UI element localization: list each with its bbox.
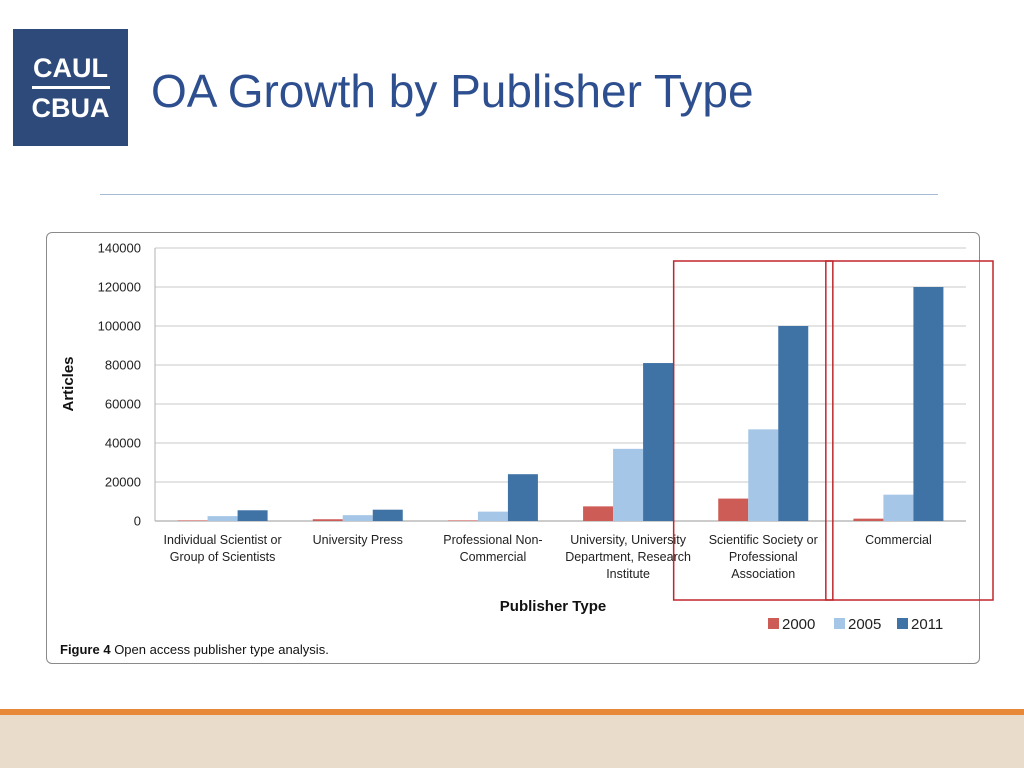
bar-2000 (583, 506, 614, 521)
y-tick-label: 140000 (98, 241, 141, 256)
x-category-label: Professional Non-Commercial (443, 533, 542, 564)
figure-caption: Figure 4 Open access publisher type anal… (60, 642, 329, 657)
y-tick-label: 100000 (98, 319, 141, 334)
y-axis-title: Articles (60, 356, 77, 411)
logo-line-2: CBUA (31, 92, 110, 123)
bar-2005 (207, 516, 238, 521)
caul-cbua-logo: CAUL CBUA (13, 29, 128, 146)
bar-2000 (718, 498, 749, 521)
bar-2011 (643, 363, 674, 521)
x-axis-title: Publisher Type (500, 598, 606, 615)
highlight-box (672, 260, 834, 601)
bar-2011 (778, 326, 809, 521)
bar-2000 (447, 520, 478, 521)
legend-label: 2005 (848, 616, 881, 633)
x-category-label: Individual Scientist or Group of Scientis… (164, 533, 282, 564)
x-category-label: University Press (313, 533, 403, 547)
bar-2005 (477, 511, 508, 521)
figure-frame (46, 232, 980, 664)
x-category-label: Scientific Society or Professional Associa… (709, 533, 818, 581)
bar-2000 (312, 519, 343, 521)
y-tick-label: 120000 (98, 280, 141, 295)
legend-swatch-2005 (834, 618, 845, 629)
legend-swatch-2000 (768, 618, 779, 629)
bar-2011 (237, 510, 268, 521)
y-tick-label: 0 (134, 514, 141, 529)
logo-line-1: CAUL (33, 52, 108, 83)
legend-label: 2000 (782, 616, 815, 633)
footer-band (0, 715, 1024, 768)
y-tick-label: 80000 (105, 358, 141, 373)
legend-label: 2011 (911, 616, 943, 633)
footer-accent-stripe (0, 709, 1024, 715)
slide-title: OA Growth by Publisher Type (151, 65, 754, 117)
x-category-label: University, University Department, Resear… (565, 533, 691, 581)
bar-2000 (177, 520, 208, 521)
y-tick-label: 60000 (105, 397, 141, 412)
y-tick-label: 20000 (105, 475, 141, 490)
bar-2005 (613, 448, 644, 521)
title-divider (100, 194, 938, 195)
bar-2005 (883, 494, 914, 521)
logo-divider (31, 85, 110, 89)
highlight-box (825, 260, 994, 601)
y-tick-label: 40000 (105, 436, 141, 451)
bar-2000 (853, 518, 884, 521)
bar-2011 (372, 509, 403, 521)
bar-2011 (507, 474, 538, 521)
bar-2005 (342, 515, 373, 521)
bar-2011 (913, 287, 944, 521)
bar-2005 (748, 429, 779, 521)
legend-swatch-2011 (897, 618, 908, 629)
x-category-label: Commercial (865, 533, 932, 547)
